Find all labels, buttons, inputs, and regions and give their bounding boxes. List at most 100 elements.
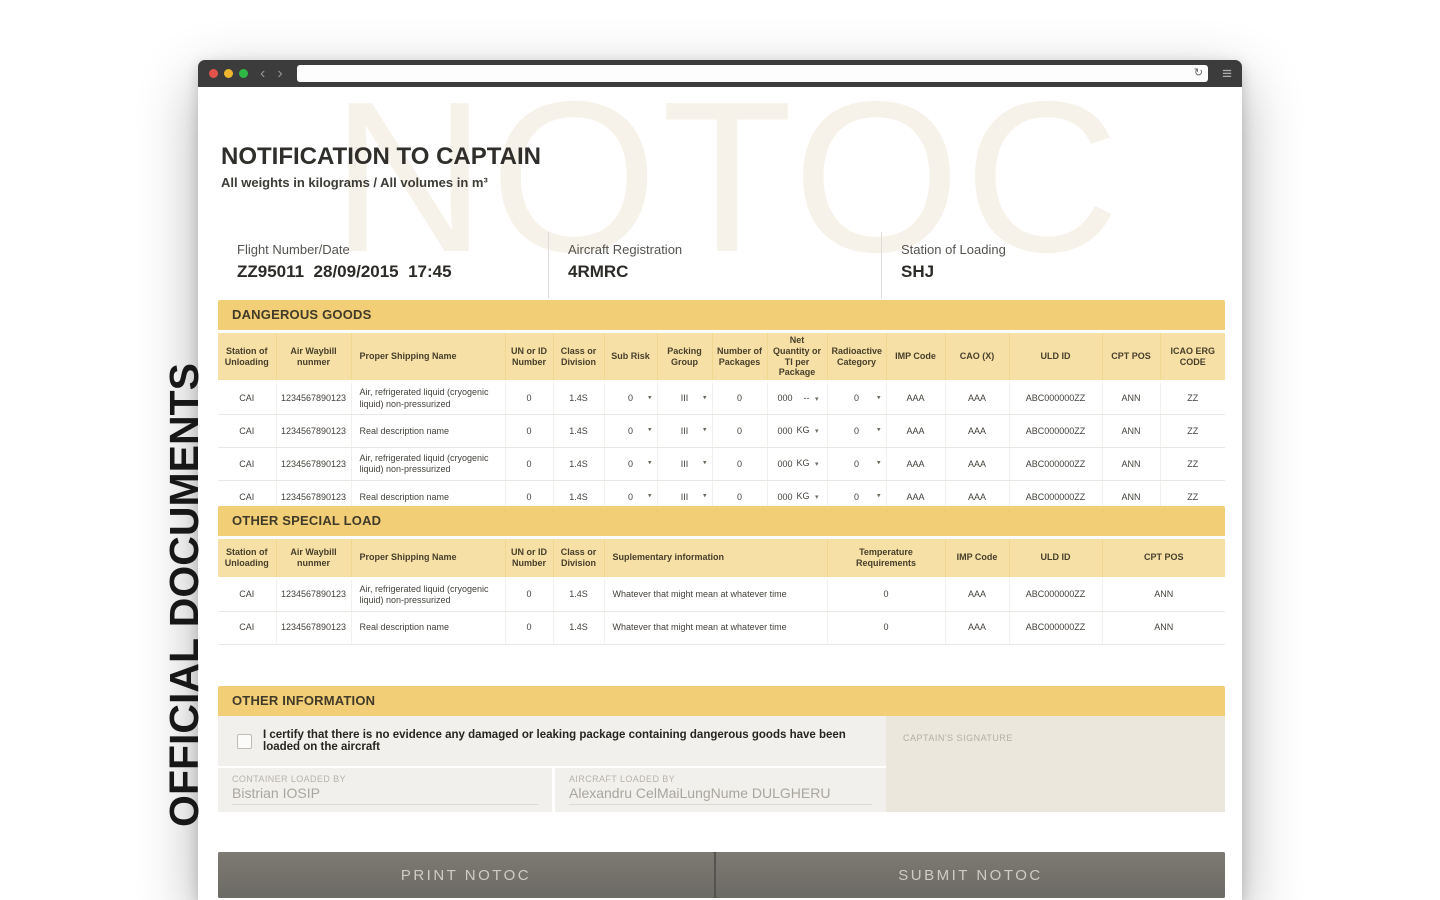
column-header: Air Waybill nunmer xyxy=(276,539,352,580)
column-header: ICAO ERG CODE xyxy=(1160,333,1225,384)
aircraft-registration-field: Aircraft Registration 4RMRC xyxy=(549,232,882,298)
table-row: CAI 1234567890123 Air, refrigerated liquid… xyxy=(218,381,1225,416)
cell-class-division: 1.4S xyxy=(553,414,605,449)
net-quantity-dropdown[interactable]: 000 KG ▾ xyxy=(767,447,828,482)
sub-risk-dropdown[interactable]: 0 ▾ xyxy=(604,381,658,416)
page-subtitle: All weights in kilograms / All volumes i… xyxy=(221,175,488,190)
aircraft-registration-value: 4RMRC xyxy=(568,262,629,281)
cell-class-division: 1.4S xyxy=(553,447,605,482)
column-header: Station of Unloading xyxy=(218,539,277,580)
official-documents-label: OFFICIAL DOCUMENTS xyxy=(161,363,207,827)
notoc-watermark: NOTOC xyxy=(331,87,1124,297)
cell-station-of-unloading: CAI xyxy=(218,414,277,449)
cell-proper-shipping-name: Air, refrigerated liquid (cryogenic liqu… xyxy=(351,381,506,416)
dropdown-caret-icon: ▾ xyxy=(702,426,707,434)
cell-air-waybill-number: 1234567890123 xyxy=(276,447,352,482)
back-icon[interactable]: ‹ xyxy=(260,65,266,82)
radioactive-category-dropdown[interactable]: 0 ▾ xyxy=(827,447,887,482)
cell-cao: AAA xyxy=(945,381,1010,416)
captains-signature-box[interactable]: CAPTAIN'S SIGNATURE xyxy=(886,716,1225,812)
column-header: UN or ID Number xyxy=(505,539,554,580)
station-of-loading-label: Station of Loading xyxy=(901,242,1006,257)
cell-air-waybill-number: 1234567890123 xyxy=(276,578,352,612)
cell-un-id-number: 0 xyxy=(505,611,554,645)
dropdown-caret-icon: ▾ xyxy=(876,394,881,402)
column-header: Temperature Requirements xyxy=(827,539,946,580)
flight-number-date-field: Flight Number/Date ZZ95011 28/09/2015 17… xyxy=(218,232,549,298)
submit-notoc-button[interactable]: SUBMIT NOTOC xyxy=(716,852,1225,898)
column-header: IMP Code xyxy=(886,333,946,384)
station-of-loading-field: Station of Loading SHJ xyxy=(882,232,1225,298)
cell-temperature-requirements: 0 xyxy=(827,611,946,645)
refresh-icon[interactable]: ↻ xyxy=(1193,67,1204,79)
cell-class-division: 1.4S xyxy=(553,611,605,645)
column-header: IMP Code xyxy=(945,539,1010,580)
cell-station-of-unloading: CAI xyxy=(218,611,277,645)
dropdown-caret-icon: ▾ xyxy=(876,426,881,434)
action-buttons: PRINT NOTOC SUBMIT NOTOC xyxy=(218,852,1225,898)
dropdown-caret-icon: ▾ xyxy=(647,459,652,467)
notoc-document: NOTOC NOTIFICATION TO CAPTAIN All weight… xyxy=(198,87,1242,900)
close-window-button[interactable] xyxy=(209,69,218,78)
dangerous-goods-table: Station of Unloading Air Waybill nunmer Pr… xyxy=(218,333,1225,515)
cell-proper-shipping-name: Air, refrigerated liquid (cryogenic liqu… xyxy=(351,447,506,482)
aircraft-loaded-by-value[interactable]: Alexandru CelMaiLungNume DULGHERU xyxy=(569,785,872,805)
certify-checkbox[interactable] xyxy=(237,733,252,749)
column-header: Air Waybill nunmer xyxy=(276,333,352,384)
dropdown-caret-icon: ▾ xyxy=(647,394,652,402)
column-header: Net Quantity or TI per Package xyxy=(767,333,828,384)
cell-uld-id: ABC000000ZZ xyxy=(1009,447,1103,482)
cell-cao: AAA xyxy=(945,414,1010,449)
dropdown-caret-icon: ▾ xyxy=(876,492,881,500)
cell-number-of-packages: 0 xyxy=(712,381,768,416)
cell-uld-id: ABC000000ZZ xyxy=(1009,381,1103,416)
packing-group-dropdown[interactable]: III ▾ xyxy=(657,381,713,416)
cell-un-id-number: 0 xyxy=(505,578,554,612)
cell-class-division: 1.4S xyxy=(553,381,605,416)
dangerous-goods-section-header: DANGEROUS GOODS xyxy=(218,300,1225,330)
net-quantity-dropdown[interactable]: 000 KG ▾ xyxy=(767,414,828,449)
column-header: Station of Unloading xyxy=(218,333,277,384)
radioactive-category-dropdown[interactable]: 0 ▾ xyxy=(827,414,887,449)
packing-group-dropdown[interactable]: III ▾ xyxy=(657,414,713,449)
column-header: CPT POS xyxy=(1102,539,1225,580)
dropdown-caret-icon: ▾ xyxy=(876,459,881,467)
header-row: Station of Unloading Air Waybill nunmer Pr… xyxy=(218,539,1225,580)
dropdown-caret-icon: ▾ xyxy=(647,492,652,500)
cell-cpt-pos: ANN xyxy=(1102,447,1161,482)
cell-cpt-pos: ANN xyxy=(1102,381,1161,416)
net-quantity-dropdown[interactable]: 000 -- ▾ xyxy=(767,381,828,416)
column-header: Radioactive Category xyxy=(827,333,887,384)
zoom-window-button[interactable] xyxy=(239,69,248,78)
menu-icon[interactable]: ≡ xyxy=(1222,64,1232,83)
container-loaded-by-value[interactable]: Bistrian IOSIP xyxy=(232,785,538,805)
cell-station-of-unloading: CAI xyxy=(218,447,277,482)
cell-icao-erg-code: ZZ xyxy=(1160,447,1225,482)
packing-group-dropdown[interactable]: III ▾ xyxy=(657,447,713,482)
page-title: NOTIFICATION TO CAPTAIN xyxy=(221,143,541,170)
aircraft-loaded-by-field[interactable]: AIRCRAFT LOADED BY Alexandru CelMaiLungN… xyxy=(555,768,886,812)
container-loaded-by-field[interactable]: CONTAINER LOADED BY Bistrian IOSIP xyxy=(218,768,552,812)
cell-proper-shipping-name: Air, refrigerated liquid (cryogenic liqu… xyxy=(351,578,506,612)
cell-proper-shipping-name: Real description name xyxy=(351,414,506,449)
column-header: ULD ID xyxy=(1009,333,1103,384)
cell-temperature-requirements: 0 xyxy=(827,578,946,612)
column-header: CAO (X) xyxy=(945,333,1010,384)
print-notoc-button[interactable]: PRINT NOTOC xyxy=(218,852,714,898)
cell-un-id-number: 0 xyxy=(505,381,554,416)
table-row: CAI 1234567890123 Air, refrigerated liquid… xyxy=(218,578,1225,612)
dropdown-caret-icon: ▾ xyxy=(814,395,819,403)
radioactive-category-dropdown[interactable]: 0 ▾ xyxy=(827,381,887,416)
other-information-section-header: OTHER INFORMATION xyxy=(218,686,1225,716)
sub-risk-dropdown[interactable]: 0 ▾ xyxy=(604,414,658,449)
cell-cpt-pos: ANN xyxy=(1102,578,1225,612)
cell-imp-code: AAA xyxy=(886,447,946,482)
other-special-load-section-header: OTHER SPECIAL LOAD xyxy=(218,506,1225,536)
forward-icon[interactable]: › xyxy=(277,65,283,82)
flight-info: Flight Number/Date ZZ95011 28/09/2015 17… xyxy=(218,232,1225,298)
dropdown-caret-icon: ▾ xyxy=(814,428,819,436)
url-bar[interactable]: ↻ xyxy=(296,65,1209,82)
sub-risk-dropdown[interactable]: 0 ▾ xyxy=(604,447,658,482)
minimize-window-button[interactable] xyxy=(224,69,233,78)
table-row: CAI 1234567890123 Real description name 0 1.… xyxy=(218,611,1225,645)
